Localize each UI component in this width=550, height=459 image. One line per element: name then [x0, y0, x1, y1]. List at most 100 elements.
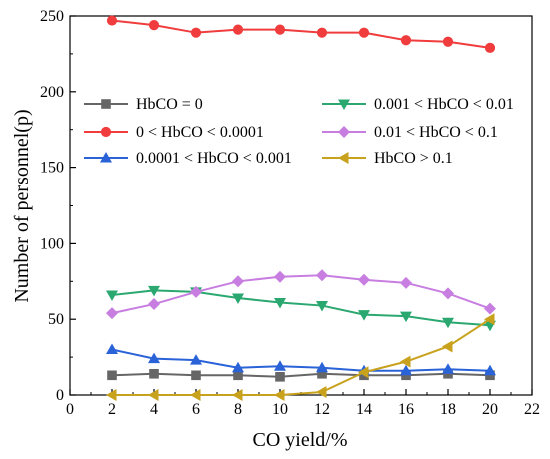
series-line	[112, 318, 491, 396]
data-point	[317, 368, 327, 379]
legend-item: 0.01 < HbCO < 0.1	[322, 124, 498, 141]
data-point	[274, 389, 285, 401]
legend-label: 0.0001 < HbCO < 0.001	[136, 150, 292, 167]
y-tick-label: 150	[40, 160, 64, 177]
series-line	[111, 274, 491, 315]
legend: HbCO = 0 0 < HbCO < 0.0001 0.0001 < HbCO <…	[84, 96, 514, 167]
data-point	[232, 361, 244, 373]
data-point	[275, 372, 285, 382]
data-point	[106, 343, 118, 355]
series-5	[106, 269, 496, 320]
data-point	[106, 389, 117, 401]
data-point	[190, 389, 201, 401]
legend-item: HbCO = 0	[84, 96, 203, 113]
x-axis-title: CO yield/%	[253, 429, 348, 451]
data-point	[274, 270, 286, 283]
y-axis-title: Number of personnel(p)	[11, 109, 33, 302]
data-point	[484, 42, 496, 53]
x-tick-label: 16	[398, 401, 414, 418]
legend-item: 0.0001 < HbCO < 0.001	[84, 150, 292, 167]
series-4	[106, 285, 496, 332]
x-tick-label: 2	[108, 401, 116, 418]
data-point	[274, 360, 286, 371]
x-tick-label: 12	[314, 401, 330, 418]
plot-border	[69, 15, 533, 396]
data-point	[106, 307, 118, 320]
series-2	[106, 15, 496, 53]
data-point	[274, 24, 286, 35]
data-point	[442, 340, 453, 353]
plot-frame	[69, 15, 533, 396]
data-point	[401, 370, 411, 381]
series-layer	[106, 15, 496, 401]
legend-marker	[338, 99, 350, 110]
series-line	[111, 289, 491, 327]
series-line	[111, 372, 491, 378]
data-point	[149, 368, 159, 379]
legend-item: 0.001 < HbCO < 0.01	[322, 96, 514, 113]
data-point	[106, 15, 118, 26]
legend-label: HbCO > 0.1	[374, 150, 453, 167]
data-point	[442, 317, 454, 329]
y-tick-label: 250	[40, 8, 64, 25]
data-point	[400, 355, 411, 368]
x-tick-label: 6	[192, 401, 200, 418]
data-point	[191, 370, 201, 381]
data-point	[316, 269, 328, 282]
series-3	[106, 343, 496, 376]
legend-item: HbCO > 0.1	[322, 150, 453, 167]
data-point	[358, 27, 370, 38]
legend-label: 0 < HbCO < 0.0001	[136, 124, 264, 141]
x-tick-label: 4	[150, 401, 158, 418]
y-tick-label: 50	[48, 311, 64, 328]
data-point	[443, 368, 453, 379]
legend-label: 0.01 < HbCO < 0.1	[374, 124, 498, 141]
x-axis: 0 2 4 6 8 10 12 14 16 18 20 22	[66, 389, 540, 418]
x-tick-label: 20	[482, 401, 498, 418]
data-point	[442, 36, 454, 47]
y-tick-label: 0	[56, 387, 64, 404]
data-point	[400, 276, 412, 289]
data-point	[148, 19, 160, 31]
data-point	[316, 361, 328, 373]
data-point	[316, 385, 327, 398]
data-point	[190, 285, 202, 298]
data-point	[148, 285, 160, 297]
series-6	[106, 313, 495, 401]
x-tick-label: 22	[524, 401, 540, 418]
data-point	[190, 27, 202, 38]
series-1	[107, 368, 495, 382]
legend-marker	[338, 152, 349, 164]
x-tick-label: 18	[440, 401, 456, 418]
data-point	[442, 363, 454, 374]
data-point	[485, 370, 495, 381]
data-point	[232, 389, 243, 401]
data-point	[316, 301, 328, 312]
data-point	[106, 290, 118, 301]
data-point	[484, 364, 496, 376]
data-point	[400, 364, 412, 376]
legend-marker	[100, 126, 112, 138]
series-line	[111, 348, 491, 372]
data-point	[190, 354, 202, 365]
data-point	[148, 352, 160, 364]
data-point	[316, 27, 328, 38]
legend-marker	[101, 99, 111, 109]
data-point	[232, 293, 244, 304]
x-tick-label: 0	[66, 401, 74, 418]
legend-marker	[338, 126, 350, 138]
data-point	[358, 273, 370, 286]
data-point	[232, 24, 244, 35]
data-point	[233, 370, 243, 381]
legend-label: HbCO = 0	[136, 96, 203, 113]
data-point	[107, 370, 117, 381]
data-point	[232, 275, 244, 288]
x-tick-label: 14	[356, 401, 372, 418]
data-point	[400, 35, 412, 46]
legend-marker	[100, 152, 112, 163]
data-point	[148, 389, 159, 401]
x-tick-label: 8	[234, 401, 242, 418]
legend-label: 0.001 < HbCO < 0.01	[374, 96, 514, 113]
legend-item: 0 < HbCO < 0.0001	[84, 124, 264, 141]
data-point	[358, 310, 370, 321]
